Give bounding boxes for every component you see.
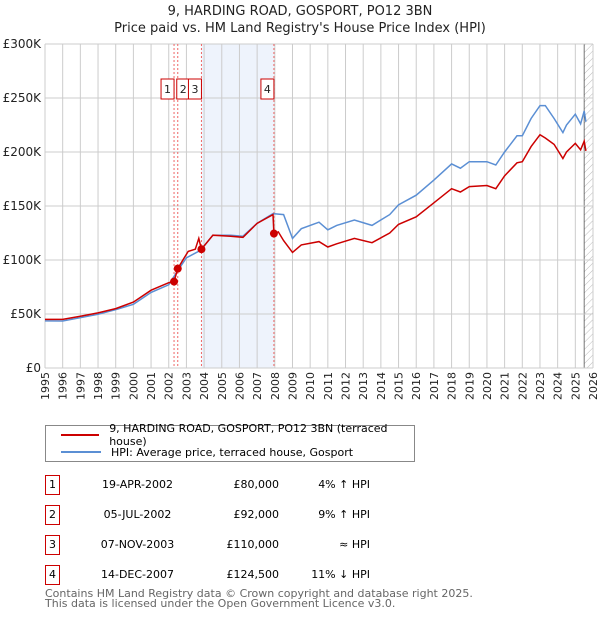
sale-hpi-diff: ≈ HPI <box>339 538 370 551</box>
sale-label-number: 4 <box>264 83 271 96</box>
x-tick-label: 2017 <box>428 372 441 400</box>
sale-row: 1 19-APR-2002 £80,000 4% ↑ HPI <box>45 475 375 495</box>
sale-label-box <box>187 78 202 100</box>
sale-price: £92,000 <box>233 508 280 521</box>
price-chart: 1995 1996 1997 1998 1999 2000 2001 2002 2003 2004… <box>3 37 600 400</box>
sale-hpi-diff: 11% ↓ HPI <box>311 568 370 581</box>
x-tick-label: 2023 <box>534 372 547 400</box>
y-tick-label: £250K <box>3 91 43 105</box>
x-tick-label: 2026 <box>587 372 600 400</box>
sale-price: £124,500 <box>226 568 280 581</box>
sale-point-4 <box>269 229 278 238</box>
legend-label: 9, HARDING ROAD, GOSPORT, PO12 3BN (terr… <box>109 422 388 448</box>
x-tick-label: 2007 <box>251 372 264 400</box>
x-tick-label: 1995 <box>39 372 52 400</box>
sale-number: 4 <box>45 565 60 585</box>
footer-licence: This data is licensed under the Open Gov… <box>45 597 396 610</box>
x-tick-label: 2003 <box>180 372 193 400</box>
sale-row: 4 14-DEC-2007 £124,500 11% ↓ HPI <box>45 565 375 585</box>
sale-label-box <box>260 78 275 100</box>
hpi-line-swatch <box>61 451 101 453</box>
y-tick-label: £150K <box>3 199 43 213</box>
x-tick-label: 2020 <box>481 372 494 400</box>
x-tick-label: 2002 <box>163 372 176 400</box>
x-tick-label: 2024 <box>552 372 565 400</box>
y-tick-label: £200K <box>3 145 43 159</box>
sale-number: 3 <box>45 535 60 555</box>
price-line-swatch <box>61 434 100 436</box>
x-tick-label: 2009 <box>286 372 299 400</box>
sale-label-number: 2 <box>180 83 187 96</box>
x-tick-label: 2006 <box>233 372 246 400</box>
x-tick-label: 1998 <box>92 372 105 400</box>
x-tick-label: 2005 <box>216 372 229 400</box>
x-tick-label: 2018 <box>446 372 459 400</box>
x-tick-label: 2011 <box>322 372 335 400</box>
chart-title: 9, HARDING ROAD, GOSPORT, PO12 3BN <box>167 4 433 19</box>
y-tick-label: £0 <box>26 361 41 375</box>
sale-hpi-diff: 9% ↑ HPI <box>318 508 370 521</box>
x-tick-label: 2021 <box>499 372 512 400</box>
x-tick-label: 2004 <box>198 372 211 400</box>
x-tick-label: 2022 <box>516 372 529 400</box>
x-tick-label: 2000 <box>127 372 140 400</box>
x-tick-label: 2014 <box>375 372 388 400</box>
chart-subtitle: Price paid vs. HM Land Registry's House … <box>114 21 486 36</box>
x-tick-label: 2025 <box>569 372 582 400</box>
sale-row: 2 05-JUL-2002 £92,000 9% ↑ HPI <box>45 505 375 525</box>
sale-date: 14-DEC-2007 <box>100 568 175 581</box>
x-tick-label: 2012 <box>340 372 353 400</box>
x-tick-label: 2015 <box>393 372 406 400</box>
sale-price: £80,000 <box>233 478 280 491</box>
x-tick-label: 1996 <box>57 372 70 400</box>
sale-point-1 <box>170 277 179 286</box>
sale-label-number: 3 <box>191 83 198 96</box>
x-tick-label: 1999 <box>110 372 123 400</box>
sale-point-2 <box>173 264 182 273</box>
sale-hpi-diff: 4% ↑ HPI <box>318 478 370 491</box>
y-tick-label: £50K <box>10 307 42 321</box>
sale-date: 19-APR-2002 <box>101 478 174 491</box>
x-tick-label: 2016 <box>410 372 423 400</box>
sale-label-box <box>160 78 175 100</box>
sale-date: 05-JUL-2002 <box>103 508 172 521</box>
sale-label-number: 1 <box>164 83 171 96</box>
legend-item-price: 9, HARDING ROAD, GOSPORT, PO12 3BN (terr… <box>61 422 414 448</box>
legend-item-hpi: HPI: Average price, terraced house, Gosp… <box>61 444 353 460</box>
y-tick-label: £100K <box>3 253 43 267</box>
sale-number: 1 <box>45 475 60 495</box>
sale-date: 07-NOV-2003 <box>100 538 175 551</box>
legend: 9, HARDING ROAD, GOSPORT, PO12 3BN (terr… <box>45 422 415 462</box>
sale-row: 3 07-NOV-2003 £110,000 ≈ HPI <box>45 535 375 555</box>
x-tick-label: 1997 <box>74 372 87 400</box>
x-tick-label: 2019 <box>463 372 476 400</box>
price-paid-line <box>45 133 587 321</box>
x-tick-label: 2001 <box>145 372 158 400</box>
x-tick-label: 2013 <box>357 372 370 400</box>
y-tick-label: £300K <box>3 37 43 51</box>
sale-point-3 <box>197 245 206 254</box>
sale-price: £110,000 <box>226 538 280 551</box>
footer-copyright: Contains HM Land Registry data © Crown c… <box>45 587 473 600</box>
x-tick-label: 2010 <box>304 372 317 400</box>
legend-label: HPI: Average price, terraced house, Gosp… <box>111 445 354 459</box>
x-tick-label: 2008 <box>269 372 282 400</box>
sale-number: 2 <box>45 505 60 525</box>
